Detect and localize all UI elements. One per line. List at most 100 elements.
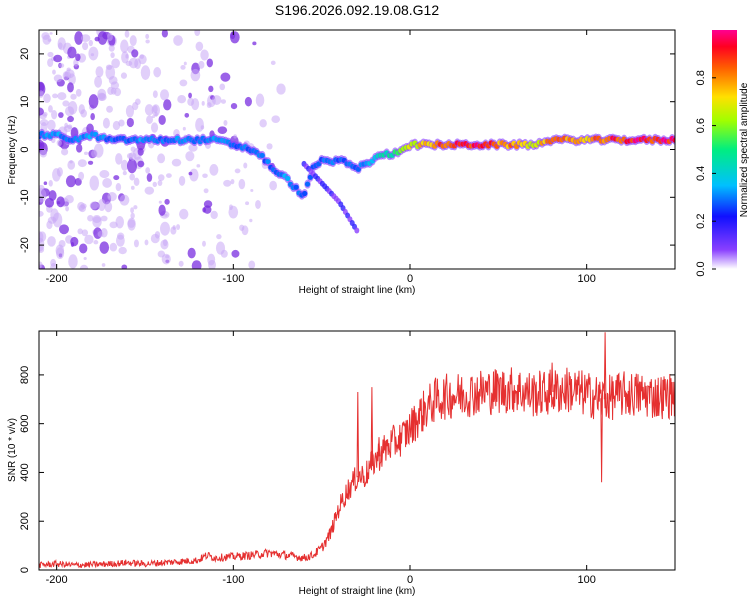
- snr-y-tick-label: 800: [19, 366, 31, 384]
- noise-blob: [160, 221, 170, 236]
- noise-blob: [144, 186, 155, 195]
- noise-blob: [64, 122, 69, 128]
- spectrogram-x-ticks: -200 -100 0 100: [46, 30, 596, 285]
- noise-blob: [57, 92, 67, 101]
- noise-blob: [120, 39, 129, 54]
- noise-blob: [46, 220, 53, 230]
- noise-blob: [145, 39, 150, 44]
- noise-blob: [152, 181, 158, 188]
- noise-blob: [276, 83, 286, 95]
- noise-blob: [119, 194, 130, 206]
- noise-blob: [57, 37, 66, 51]
- noise-blob: [179, 208, 189, 220]
- noise-blob: [113, 175, 120, 181]
- noise-blob: [125, 104, 135, 118]
- noise-blob: [90, 112, 95, 121]
- noise-blob: [53, 74, 63, 83]
- noise-blob: [50, 262, 57, 269]
- noise-blob: [104, 201, 113, 213]
- noise-blob: [67, 82, 74, 93]
- noise-blob: [39, 261, 43, 269]
- spectrogram-y-tick-label: -20: [19, 237, 31, 253]
- snr-frame: [38, 330, 676, 571]
- noise-blob: [151, 115, 156, 119]
- snr-y-tick-label: 0: [19, 567, 31, 573]
- noise-blob: [203, 188, 209, 194]
- noise-blob: [107, 192, 117, 202]
- noise-blob: [62, 100, 70, 107]
- noise-blob: [271, 115, 281, 124]
- noise-blob: [117, 232, 125, 240]
- snr-y-tick-label: 400: [19, 463, 31, 481]
- noise-blob: [208, 85, 214, 93]
- noise-blob: [39, 119, 49, 127]
- noise-blob: [77, 201, 85, 211]
- noise-blob: [231, 249, 240, 258]
- noise-blob: [67, 160, 76, 170]
- noise-blob: [194, 30, 201, 37]
- noise-blob: [250, 189, 254, 192]
- noise-blob: [249, 218, 253, 223]
- colorbar-tick-label: 0.8: [695, 70, 707, 85]
- noise-blob: [195, 41, 204, 52]
- noise-blob: [131, 49, 139, 58]
- noise-blob: [219, 83, 226, 91]
- noise-blob: [122, 170, 127, 176]
- noise-blob: [83, 257, 87, 261]
- noise-blob: [47, 51, 54, 58]
- noise-blob: [130, 212, 135, 219]
- spectrogram-y-tick-label: -10: [19, 189, 31, 205]
- noise-blob: [134, 58, 142, 70]
- noise-blob: [157, 153, 166, 164]
- snr-series-line: [39, 332, 675, 569]
- noise-blob: [75, 53, 81, 62]
- noise-blob: [52, 168, 61, 182]
- noise-blob: [200, 49, 209, 61]
- noise-blob: [248, 260, 256, 269]
- noise-blob: [105, 64, 113, 70]
- noise-blob: [47, 119, 56, 131]
- noise-blob: [127, 219, 136, 228]
- noise-blob: [98, 198, 106, 211]
- noise-blob: [255, 93, 265, 107]
- noise-blob: [130, 185, 135, 190]
- noise-blob: [252, 41, 257, 46]
- spectrogram-y-label: Frequency (Hz): [7, 116, 18, 185]
- noise-blob: [145, 167, 151, 174]
- noise-blob: [228, 205, 239, 219]
- noise-blob: [126, 117, 134, 128]
- branch-cell: [354, 227, 360, 234]
- noise-blob: [211, 95, 222, 105]
- noise-blob: [110, 52, 115, 59]
- noise-blob: [81, 229, 89, 237]
- noise-blob: [102, 178, 112, 188]
- noise-blob: [115, 183, 122, 192]
- noise-blob: [79, 243, 88, 254]
- noise-blob: [165, 254, 170, 259]
- snr-x-tick-label: -100: [222, 574, 244, 586]
- noise-blob: [39, 188, 47, 203]
- noise-blob: [88, 94, 99, 109]
- noise-blob: [132, 102, 139, 111]
- noise-blob: [108, 44, 115, 52]
- noise-blob: [144, 104, 154, 116]
- noise-blob: [223, 179, 232, 187]
- noise-blob: [241, 225, 249, 236]
- noise-blob: [51, 109, 58, 120]
- noise-blob: [52, 93, 58, 99]
- noise-blob: [146, 173, 153, 182]
- noise-blob: [158, 204, 166, 216]
- noise-blob: [82, 42, 89, 51]
- noise-blob: [269, 180, 278, 191]
- noise-blob: [152, 90, 158, 99]
- noise-blob: [170, 226, 177, 235]
- noise-blob: [180, 65, 186, 70]
- ridge-layer: [39, 128, 675, 234]
- noise-blob: [77, 159, 87, 168]
- noise-blob: [56, 139, 62, 147]
- noise-blob: [39, 210, 44, 217]
- noise-blob: [161, 30, 168, 38]
- noise-blob: [68, 254, 78, 269]
- noise-blob: [137, 160, 145, 168]
